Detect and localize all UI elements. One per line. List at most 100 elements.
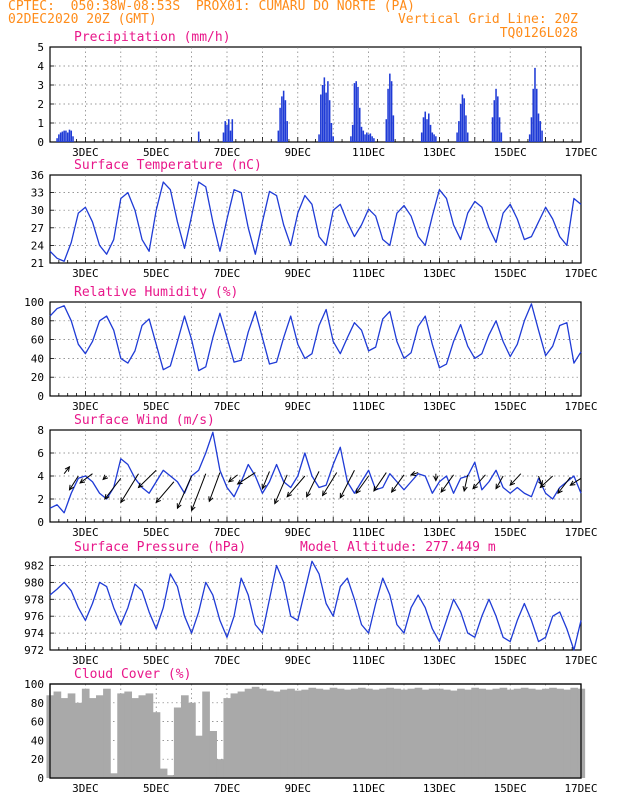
y-tick-label: 30 [31, 204, 44, 217]
panel-5 [49, 556, 582, 651]
cloud-bar [556, 688, 564, 778]
cloud-bar [357, 687, 366, 778]
precip-bar [369, 133, 372, 142]
x-tick-label: 7DEC [214, 526, 241, 539]
wind-arrow [261, 471, 270, 489]
precip-bar [459, 104, 462, 142]
cloud-bar [471, 687, 479, 778]
y-tick-label: 8 [37, 424, 44, 437]
x-tick-label: 11DEC [352, 146, 385, 159]
precip-bar [463, 98, 465, 142]
wind-arrow [237, 472, 256, 485]
precip-bar [495, 88, 497, 142]
cloud-bar [315, 688, 324, 778]
cloud-bar [513, 688, 522, 778]
x-tick-label: 5DEC [143, 146, 170, 159]
cloud-bar [478, 688, 487, 778]
x-tick-label: 3DEC [72, 526, 99, 539]
wind-arrow-head [68, 484, 74, 491]
wind-arrow [570, 477, 582, 486]
wind-arrow [104, 477, 122, 500]
x-tick-label: 9DEC [285, 526, 312, 539]
wind-arrow [373, 472, 387, 492]
x-tick-label: 7DEC [214, 267, 241, 280]
wind-arrow-head [569, 480, 576, 486]
y-tick-label: 60 [31, 716, 44, 729]
y-tick-label: 4 [37, 60, 44, 73]
header-model-id: TQ0126L028 [499, 26, 578, 41]
precip-bar [420, 132, 423, 142]
cloud-bar [159, 768, 168, 778]
wind-arrow-head [286, 491, 292, 498]
y-tick-label: 40 [31, 734, 44, 747]
precip-bar [56, 138, 58, 142]
header-station: CPTEC: 050:38W-08:53S PROX01: CUMARU DO … [8, 0, 415, 14]
cloud-bar [450, 690, 458, 778]
precip-bar [318, 134, 320, 142]
cloud-bar [485, 689, 494, 778]
cloud-bar [464, 689, 472, 778]
wind-arrow-head [176, 503, 182, 510]
y-tick-label: 976 [24, 610, 44, 623]
series-line [49, 303, 582, 372]
precip-bar [327, 81, 329, 142]
precip-bar [58, 134, 60, 142]
x-tick-label: 3DEC [72, 654, 99, 667]
wind-arrow-head [236, 479, 243, 485]
cloud-bar [110, 773, 118, 778]
x-tick-label: 11DEC [352, 526, 385, 539]
y-tick-label: 0 [37, 772, 44, 785]
wind-arrow-head [208, 496, 214, 503]
cloud-bar [308, 687, 317, 778]
precip-bar [320, 94, 322, 142]
wind-arrow-head [495, 483, 501, 490]
x-tick-label: 9DEC [285, 654, 312, 667]
precip-bar [424, 111, 427, 142]
precip-bar [279, 107, 281, 142]
cloud-bar [428, 688, 437, 778]
cloud-bar [216, 759, 225, 778]
precip-bar [385, 119, 388, 142]
precip-bar [70, 130, 73, 142]
panel-title: Surface Wind (m/s) [74, 413, 215, 428]
cloud-bar [329, 687, 338, 778]
cloud-bar [435, 688, 444, 778]
precip-bar [537, 113, 540, 142]
cloud-bar [343, 689, 352, 778]
precip-bar [389, 73, 391, 142]
wind-arrow [463, 474, 469, 492]
wind-arrow-head [120, 497, 126, 504]
x-tick-label: 7DEC [214, 146, 241, 159]
precip-bar [435, 136, 437, 142]
y-tick-label: 0 [37, 390, 44, 403]
cloud-bar [195, 735, 203, 778]
y-tick-label: 978 [24, 593, 44, 606]
precip-bar [323, 77, 326, 142]
precip-bar [387, 88, 389, 142]
x-tick-label: 7DEC [214, 654, 241, 667]
precip-bar [59, 132, 62, 142]
cloud-bar [350, 688, 359, 778]
wind-arrow [120, 473, 139, 503]
panel-title: Relative Humidity (%) [74, 285, 238, 300]
wind-arrow-head [274, 498, 279, 505]
precip-bar [231, 119, 234, 142]
wind-arrow-head [190, 505, 196, 512]
wind-arrow-head [409, 471, 417, 477]
precip-bar [351, 124, 354, 142]
x-tick-label: 9DEC [285, 146, 312, 159]
cloud-bar [67, 693, 76, 778]
precip-bar [466, 132, 469, 142]
y-tick-label: 5 [37, 41, 44, 54]
cloud-bar [265, 690, 274, 778]
wind-arrow-head [472, 483, 478, 490]
cloud-bar [237, 691, 246, 778]
wind-arrow [208, 472, 221, 502]
precip-bar [390, 81, 393, 142]
wind-arrow-head [539, 482, 546, 489]
cloud-bar [230, 693, 239, 778]
cloud-bar [96, 695, 104, 778]
cloud-bar [499, 687, 508, 778]
series-line [49, 560, 582, 651]
